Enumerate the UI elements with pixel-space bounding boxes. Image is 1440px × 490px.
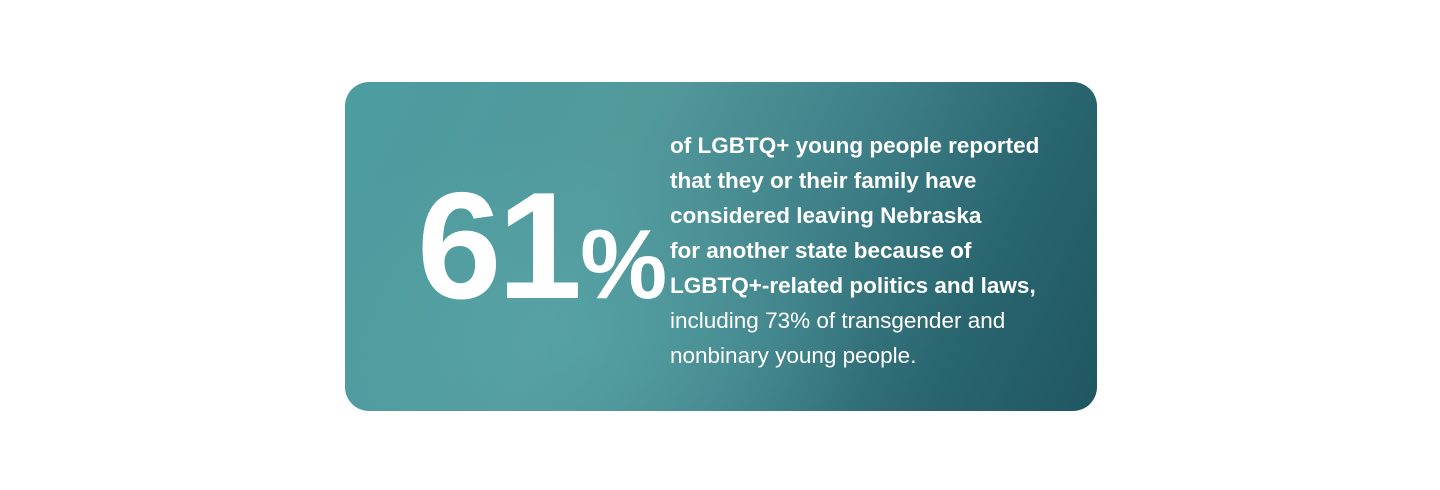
stat-unit: % [580, 209, 668, 319]
emphasis-line: of LGBTQ+ young people reported [670, 133, 1040, 158]
emphasis-line: LGBTQ+-related politics and laws, [670, 273, 1036, 298]
stat-description: of LGBTQ+ young people reported that they… [670, 128, 1039, 373]
stat-card: 61% of LGBTQ+ young people reported that … [345, 82, 1097, 411]
emphasis-line: for another state because of [670, 238, 972, 263]
stat-number: 61 [417, 161, 582, 331]
emphasis-line: that they or their family have [670, 168, 977, 193]
detail-line: nonbinary young people. [670, 343, 917, 368]
detail-line: including 73% of transgender and [670, 308, 1006, 333]
emphasis-line: considered leaving Nebraska [670, 203, 982, 228]
stat-value: 61% [417, 170, 667, 322]
